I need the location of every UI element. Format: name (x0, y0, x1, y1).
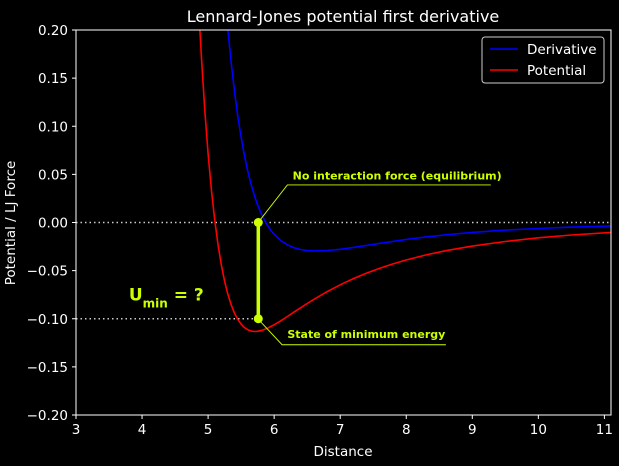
series-line-derivative (227, 30, 611, 252)
y-tick-label-4: 0.00 (38, 216, 68, 232)
x-tick-label-3: 6 (270, 422, 279, 438)
y-axis-label: Potential / LJ Force (3, 161, 19, 286)
y-tick-label-5: 0.05 (38, 167, 68, 183)
x-tick-label-1: 4 (138, 422, 147, 438)
umin-main: U (129, 285, 143, 305)
umin-label: Umin = ? (129, 285, 204, 310)
x-tick-label-2: 5 (204, 422, 213, 438)
umin-subscript: min (143, 296, 168, 310)
marker-1 (253, 314, 263, 324)
y-tick-label-0: −0.20 (27, 408, 68, 424)
annotation-leader-minimum (259, 320, 446, 346)
legend-label-potential: Potential (527, 63, 586, 79)
x-tick-label-0: 3 (72, 422, 81, 438)
annotation-equilibrium: No interaction force (equilibrium) (293, 169, 502, 182)
x-tick-label-4: 7 (336, 422, 345, 438)
y-tick-label-8: 0.20 (38, 23, 68, 39)
x-tick-label-5: 8 (402, 422, 411, 438)
axis-ticks: 3 4 5 6 7 8 9 10 11 −0.20 −0.15 −0.10 −0.05 0.00 0.05 0… (27, 23, 613, 438)
x-tick-label-7: 10 (530, 422, 547, 438)
y-tick-label-1: −0.15 (27, 360, 68, 376)
x-axis-label: Distance (313, 444, 372, 460)
y-tick-label-7: 0.15 (38, 71, 68, 87)
series-line-potential (199, 30, 611, 333)
y-tick-label-3: −0.05 (27, 264, 68, 280)
annotation-minimum-energy: State of minimum energy (287, 328, 445, 341)
marker-0 (253, 218, 263, 227)
umin-rest: = ? (168, 285, 204, 305)
annotations: No interaction force (equilibrium) State … (129, 169, 502, 346)
chart-title: Lennard-Jones potential first derivative (187, 7, 500, 26)
legend: Derivative Potential (481, 36, 605, 84)
series-group (199, 30, 611, 333)
y-tick-label-6: 0.10 (38, 119, 68, 135)
legend-label-derivative: Derivative (527, 42, 597, 58)
y-tick-label-2: −0.10 (27, 312, 68, 328)
annotation-leader-equilibrium (259, 184, 491, 221)
x-tick-label-8: 11 (596, 422, 613, 438)
x-tick-label-6: 9 (468, 422, 477, 438)
